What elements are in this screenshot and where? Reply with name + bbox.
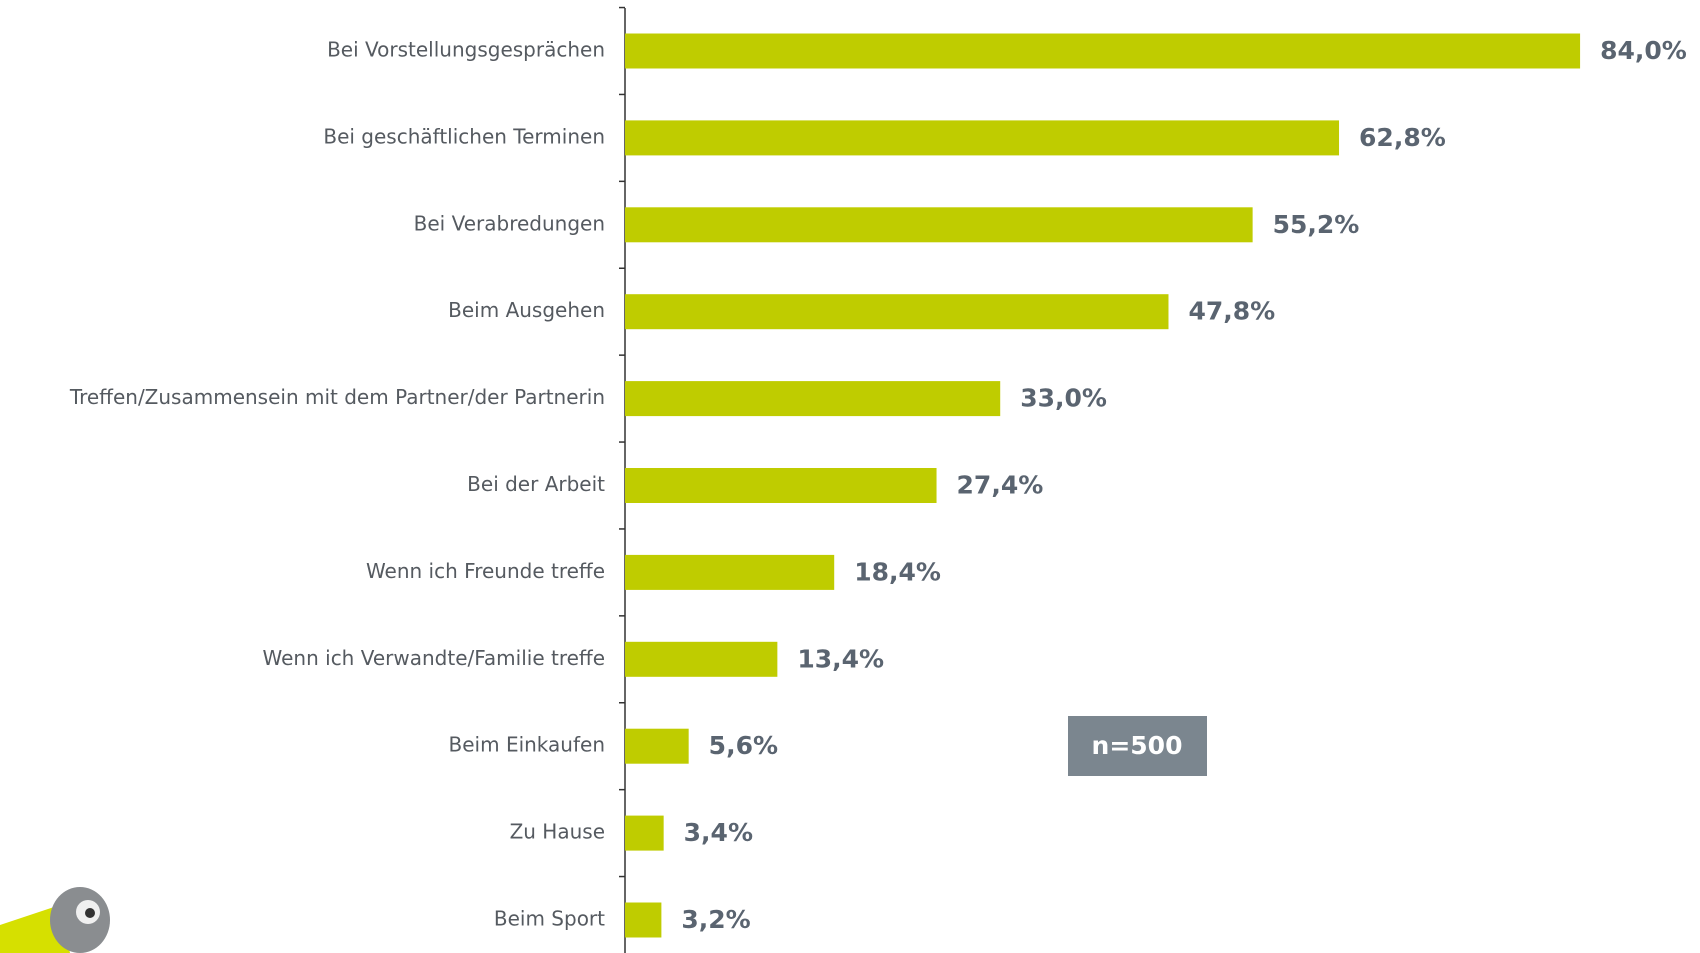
value-label: 3,4% <box>684 818 753 847</box>
category-label: Zu Hause <box>510 820 605 844</box>
category-label: Bei der Arbeit <box>467 472 605 496</box>
value-label: 27,4% <box>957 471 1044 500</box>
bar <box>625 294 1169 330</box>
category-label: Bei geschäftlichen Terminen <box>323 124 605 148</box>
category-label: Wenn ich Verwandte/Familie treffe <box>263 646 605 670</box>
bar <box>625 554 835 590</box>
category-label: Bei Vorstellungsgesprächen <box>327 38 605 62</box>
bar <box>625 641 778 677</box>
category-label: Bei Verabredungen <box>414 211 605 235</box>
mascot-icon <box>0 887 110 953</box>
value-label: 5,6% <box>709 731 778 760</box>
value-label: 33,0% <box>1020 384 1107 413</box>
annotation-box <box>1068 716 1207 776</box>
bar <box>625 468 937 503</box>
value-label: 47,8% <box>1188 297 1275 326</box>
bar <box>625 207 1253 243</box>
annotation: n=500 <box>1092 731 1183 760</box>
bar <box>625 902 662 938</box>
category-label: Beim Ausgehen <box>448 298 605 322</box>
value-label: 55,2% <box>1273 210 1360 239</box>
bar <box>625 728 689 764</box>
value-label: 13,4% <box>797 644 884 673</box>
bar <box>625 120 1340 156</box>
category-label: Wenn ich Freunde treffe <box>366 559 605 583</box>
value-label: 62,8% <box>1359 123 1446 152</box>
bar <box>625 33 1581 69</box>
category-label: Beim Einkaufen <box>449 733 605 757</box>
value-label: 18,4% <box>854 557 941 586</box>
value-label: 84,0% <box>1600 36 1687 65</box>
category-label: Beim Sport <box>494 907 605 931</box>
bar <box>625 815 664 851</box>
value-label: 3,2% <box>681 905 750 934</box>
category-label: Treffen/Zusammensein mit dem Partner/der… <box>69 385 605 409</box>
bar <box>625 381 1001 417</box>
